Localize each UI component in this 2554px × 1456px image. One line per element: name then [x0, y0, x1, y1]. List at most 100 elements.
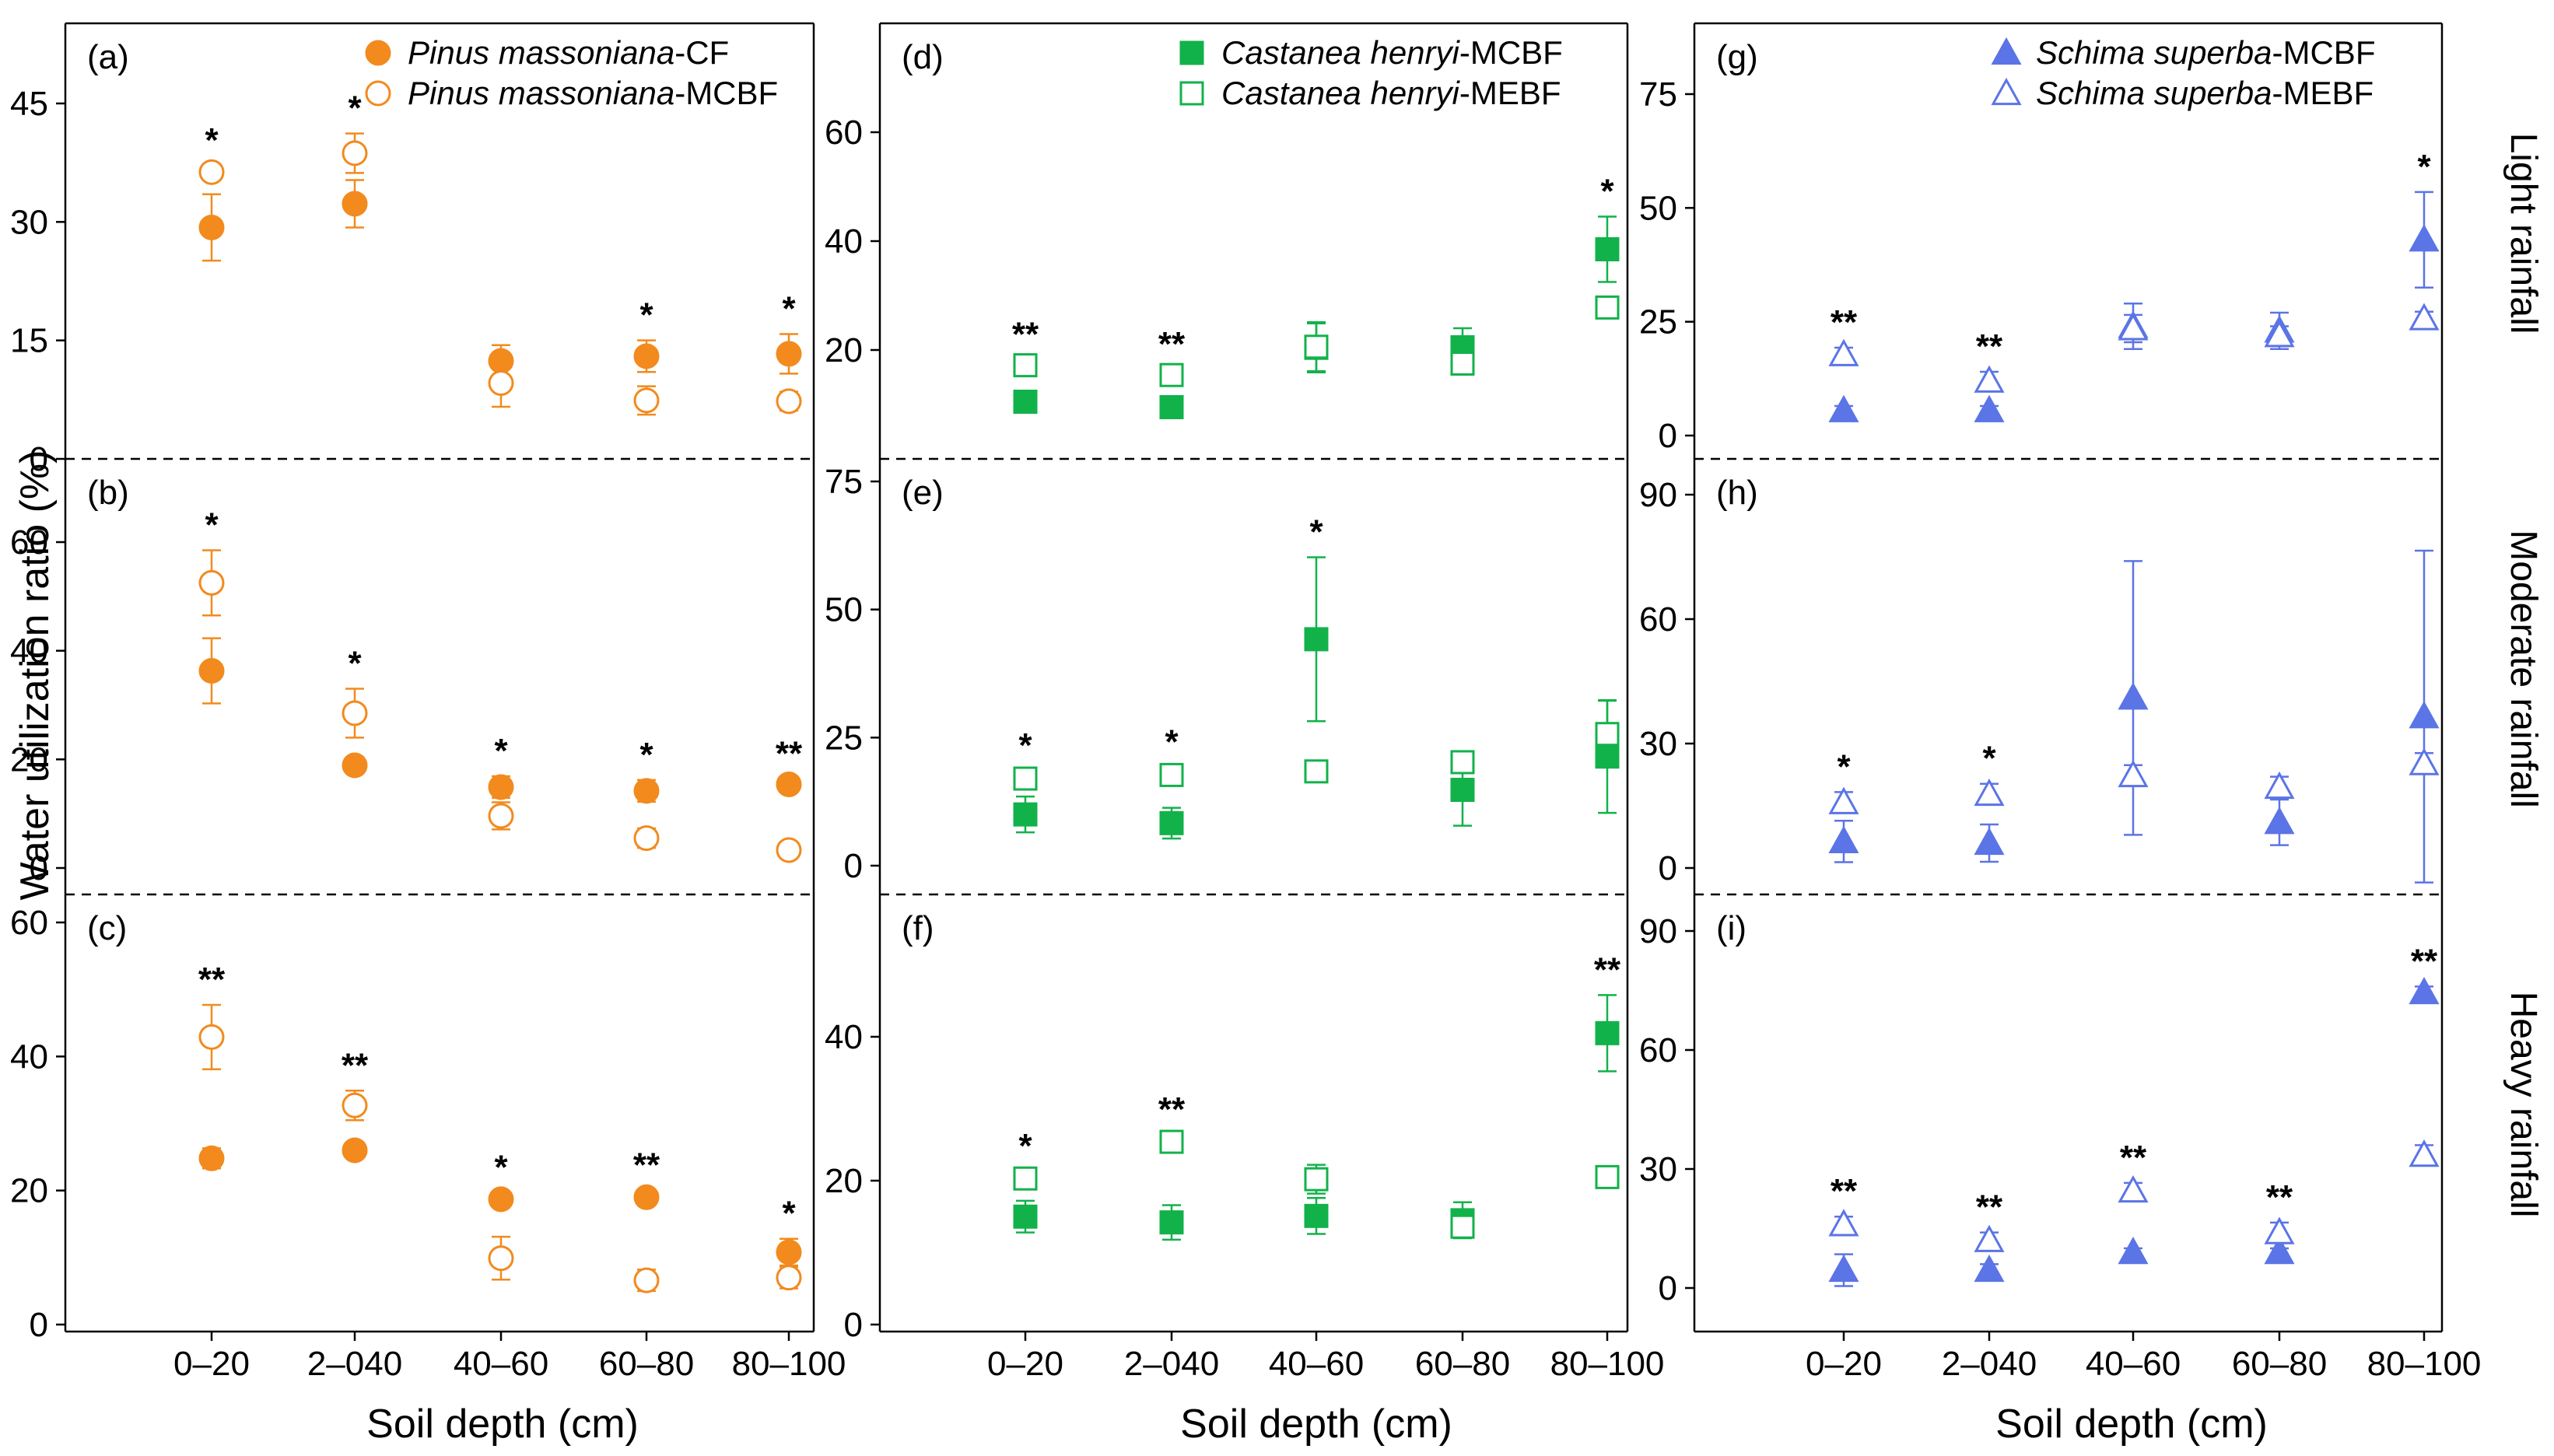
data-point: [1450, 352, 1475, 376]
x-tick-label: 40–60: [1269, 1345, 1364, 1383]
data-point: [1304, 627, 1329, 652]
y-tick-label: 20: [825, 1162, 863, 1200]
y-tick-label: 40: [825, 1018, 863, 1056]
x-tick-label: 0–20: [173, 1345, 250, 1383]
data-point: [776, 1265, 802, 1291]
y-tick-label: 50: [825, 591, 863, 629]
significance-label: *: [782, 290, 796, 328]
data-point: [1013, 1166, 1038, 1191]
significance-label: *: [1165, 723, 1179, 761]
significance-label: *: [639, 296, 653, 334]
data-point: [342, 700, 368, 726]
data-point: [2264, 320, 2295, 348]
data-point: [342, 752, 368, 779]
data-point: [342, 1092, 368, 1118]
panel-i: 0–20 2–040 40–60 60–80 80–100 0 30 60 90 (i) ** ** *…: [1639, 894, 2481, 1383]
data-point: [633, 343, 660, 369]
data-point: [342, 191, 368, 217]
y-tick-label: 60: [1639, 600, 1677, 639]
data-point: [1159, 362, 1184, 387]
legend-species: Schima superba: [2036, 34, 2272, 71]
data-point: [2409, 701, 2440, 729]
legend-entry: Pinus massoniana-MCBF: [408, 75, 778, 111]
data-point: [1974, 827, 2005, 856]
legend-entry: Castanea henryi-MEBF: [1221, 75, 1561, 111]
data-point: [2409, 976, 2440, 1005]
x-tick-label: 80–100: [732, 1345, 846, 1383]
data-point: [1013, 353, 1038, 378]
y-tick-label: 0: [1659, 1269, 1677, 1307]
data-point: [633, 387, 660, 414]
data-point: [1013, 802, 1038, 827]
y-tick-label: 0: [1659, 849, 1677, 887]
significance-label: *: [348, 89, 362, 128]
significance-label: *: [639, 736, 653, 774]
significance-label: *: [1309, 513, 1323, 551]
data-point: [1595, 722, 1620, 747]
data-point: [1595, 1164, 1620, 1189]
data-point: [1828, 1209, 1859, 1237]
data-point: [2118, 682, 2149, 710]
y-tick-label: 45: [10, 85, 48, 123]
significance-label: **: [2411, 942, 2438, 980]
data-point: [1013, 390, 1038, 414]
legend-suffix: -CF: [674, 34, 729, 71]
data-point: [1159, 395, 1184, 419]
significance-label: *: [348, 645, 362, 683]
y-tick-label: 15: [10, 322, 48, 360]
x-tick-label: 2–040: [307, 1345, 402, 1383]
data-point: [1304, 334, 1329, 359]
data-point: [1974, 365, 2005, 393]
significance-label: *: [1837, 747, 1851, 786]
data-point: [776, 388, 802, 415]
significance-label: *: [1018, 1127, 1032, 1165]
data-point: [198, 1145, 225, 1171]
y-tick-label: 0: [30, 440, 48, 478]
legend-entry: Castanea henryi-MCBF: [1221, 34, 1563, 71]
significance-label: *: [205, 121, 219, 159]
significance-label: **: [1012, 316, 1039, 354]
y-tick-label: 60: [10, 523, 48, 562]
data-point: [198, 159, 225, 185]
legend-marker: [1179, 81, 1204, 106]
data-point: [2409, 303, 2440, 331]
y-axis-title: Water utilization ratio (%): [12, 450, 58, 901]
data-point: [198, 658, 225, 684]
y-tick-label: 30: [1639, 1150, 1677, 1188]
significance-label: **: [342, 1046, 369, 1084]
data-point: [2264, 1237, 2295, 1265]
panel-label: (e): [902, 474, 944, 512]
legend-species: Castanea henryi: [1221, 34, 1461, 71]
legend-suffix: -MEBF: [2272, 75, 2374, 111]
x-tick-label: 60–80: [599, 1345, 694, 1383]
significance-label: *: [1982, 740, 1996, 778]
y-tick-label: 20: [825, 331, 863, 369]
significance-label: *: [2417, 148, 2431, 186]
x-tick-label: 40–60: [454, 1345, 548, 1383]
panel-h: 0 30 60 90 (h) * *: [1639, 459, 2444, 896]
legend-entry: Schima superba-MCBF: [2036, 34, 2375, 71]
data-point: [633, 1267, 660, 1293]
data-point: [633, 1184, 660, 1210]
legend-species: Pinus massoniana: [408, 34, 674, 71]
data-point: [198, 214, 225, 240]
data-point: [488, 1186, 514, 1213]
data-point: [2264, 1216, 2295, 1244]
data-point: [1450, 750, 1475, 775]
data-point: [1304, 1203, 1329, 1228]
data-point: [342, 140, 368, 166]
significance-label: **: [1831, 303, 1858, 341]
panel-label: (d): [902, 38, 944, 76]
y-tick-label: 30: [1639, 725, 1677, 763]
data-point: [776, 837, 802, 863]
data-point: [1304, 1167, 1329, 1192]
legend-suffix: -MCBF: [2272, 34, 2376, 71]
data-point: [776, 771, 802, 797]
panel-label: (c): [87, 909, 127, 947]
row-label-light: Light rainfall: [2503, 133, 2544, 334]
y-tick-label: 0: [844, 847, 863, 885]
data-point: [1828, 825, 1859, 853]
